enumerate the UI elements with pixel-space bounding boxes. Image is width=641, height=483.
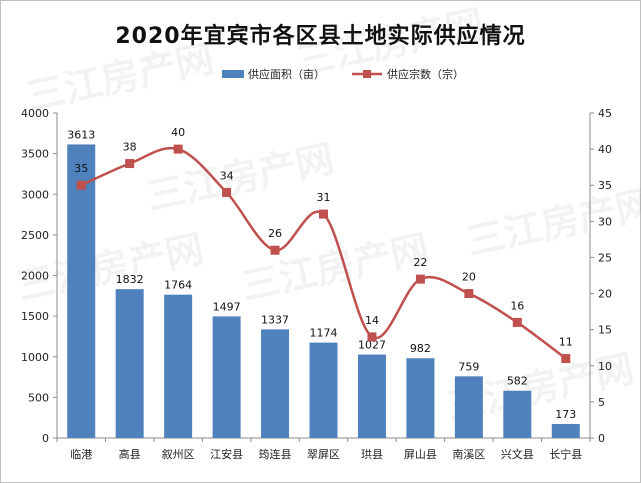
line-label-0: 35 — [74, 162, 88, 175]
line-label-4: 26 — [268, 227, 282, 240]
bar-2 — [164, 294, 193, 438]
line-point-2 — [173, 144, 183, 154]
bar-label-7: 982 — [410, 342, 431, 355]
line-point-4 — [270, 245, 280, 255]
line-label-7: 22 — [413, 256, 427, 269]
watermark-text-0: 三江房产网 — [23, 36, 218, 119]
line-point-3 — [222, 187, 232, 197]
bar-label-2: 1764 — [164, 279, 192, 292]
x-tick-label-3: 江安县 — [210, 447, 243, 461]
x-tick-label-0: 临港 — [70, 447, 92, 461]
right-tick-label-0: 0 — [598, 432, 605, 445]
bar-label-4: 1337 — [261, 313, 289, 326]
right-tick-label-25: 25 — [598, 251, 612, 264]
bar-3 — [212, 316, 241, 438]
x-tick-label-9: 兴文县 — [501, 447, 534, 461]
line-point-9 — [512, 317, 522, 327]
left-tick-label-500: 500 — [28, 391, 49, 404]
x-tick-label-4: 筠连县 — [259, 447, 292, 461]
line-point-5 — [319, 209, 328, 219]
right-tick-label-40: 40 — [598, 143, 612, 156]
line-point-6 — [367, 332, 377, 342]
bar-5 — [309, 342, 338, 438]
line-point-1 — [125, 159, 135, 169]
x-tick-label-2: 叙州区 — [162, 447, 195, 461]
right-tick-label-30: 30 — [598, 215, 612, 228]
bar-label-6: 1027 — [358, 339, 386, 352]
x-tick-label-6: 珙县 — [361, 447, 383, 461]
left-tick-label-2000: 2000 — [21, 270, 49, 283]
left-tick-label-1500: 1500 — [21, 310, 49, 323]
bar-label-10: 173 — [555, 408, 576, 421]
right-tick-label-20: 20 — [598, 288, 612, 301]
x-tick-label-10: 长宁县 — [549, 447, 582, 461]
bar-label-5: 1174 — [310, 327, 338, 340]
line-label-2: 40 — [171, 126, 185, 139]
bar-8 — [454, 376, 483, 438]
right-tick-label-5: 5 — [598, 396, 605, 409]
bar-7 — [406, 358, 435, 438]
right-tick-label-35: 35 — [598, 179, 612, 192]
line-label-5: 31 — [317, 191, 331, 204]
left-tick-label-2500: 2500 — [21, 229, 49, 242]
x-tick-label-7: 屏山县 — [404, 448, 437, 461]
legend-swatch-bar — [222, 70, 244, 78]
bar-4 — [261, 329, 290, 438]
left-tick-label-4000: 4000 — [21, 107, 49, 120]
line-point-10 — [561, 354, 571, 364]
left-tick-label-3500: 3500 — [21, 148, 49, 161]
bar-label-8: 759 — [458, 360, 479, 373]
watermark-text-2: 三江房产网 — [463, 181, 641, 264]
bar-10 — [551, 423, 580, 438]
legend-marker-line — [363, 70, 371, 78]
left-tick-label-1000: 1000 — [21, 351, 49, 364]
bar-6 — [357, 354, 386, 438]
right-tick-label-45: 45 — [598, 107, 612, 120]
bar-label-0: 3613 — [67, 128, 95, 141]
bar-1 — [115, 289, 144, 438]
line-label-8: 20 — [462, 271, 476, 284]
left-tick-label-0: 0 — [42, 432, 49, 445]
line-label-10: 11 — [559, 336, 573, 349]
bar-label-3: 1497 — [213, 300, 241, 313]
line-label-9: 16 — [510, 299, 524, 312]
right-tick-label-10: 10 — [598, 360, 612, 373]
line-label-3: 34 — [220, 169, 234, 182]
legend-label-bar: 供应面积（亩） — [248, 67, 325, 81]
right-tick-label-15: 15 — [598, 324, 612, 337]
x-tick-label-1: 高县 — [119, 447, 141, 461]
left-tick-label-3000: 3000 — [21, 188, 49, 201]
line-point-7 — [415, 274, 425, 284]
bar-label-9: 582 — [507, 375, 528, 388]
x-tick-label-5: 翠屏区 — [307, 448, 340, 461]
bar-label-1: 1832 — [116, 273, 144, 286]
line-point-8 — [464, 289, 474, 299]
legend-label-line: 供应宗数（宗） — [387, 67, 464, 81]
chart-title: 2020年宜宾市各区县土地实际供应情况 — [115, 24, 526, 49]
bar-0 — [67, 144, 96, 438]
line-point-0 — [76, 180, 86, 190]
line-label-1: 38 — [123, 141, 137, 154]
x-tick-label-8: 南溪区 — [452, 448, 485, 461]
line-label-6: 14 — [365, 314, 379, 327]
bar-9 — [503, 390, 532, 438]
